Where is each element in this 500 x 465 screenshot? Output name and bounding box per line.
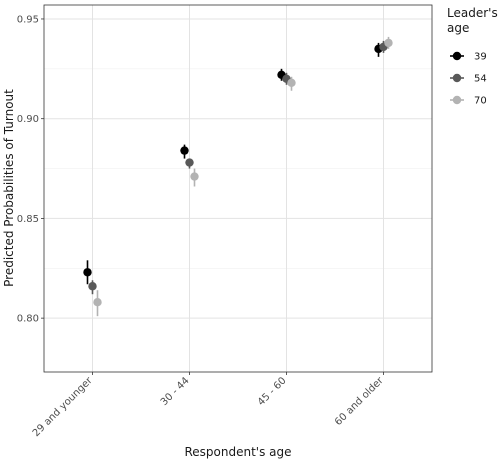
legend-label: 70 bbox=[474, 96, 487, 107]
x-tick-label: 45 - 60 bbox=[256, 375, 289, 408]
data-points bbox=[83, 38, 393, 307]
legend-key-point bbox=[452, 73, 462, 83]
data-point bbox=[287, 78, 296, 87]
data-point bbox=[83, 268, 92, 277]
data-point bbox=[190, 172, 199, 181]
data-point bbox=[384, 38, 393, 48]
x-tick-label: 29 and younger bbox=[31, 375, 95, 439]
grid-lines bbox=[44, 5, 432, 372]
data-point bbox=[88, 282, 97, 291]
y-tick-label: 0.80 bbox=[17, 314, 39, 325]
y-axis-title: Predicted Probabilities of Turnout bbox=[2, 89, 16, 287]
plot-border bbox=[43, 4, 433, 373]
legend-label: 39 bbox=[474, 52, 487, 63]
legend-key-point bbox=[452, 95, 462, 105]
data-point bbox=[93, 297, 102, 307]
x-axis-title: Respondent's age bbox=[184, 445, 291, 459]
x-tick-label: 60 and older bbox=[333, 375, 386, 428]
legend: Leader's age 39 54 70 bbox=[447, 6, 498, 107]
y-tick-label: 0.95 bbox=[17, 14, 39, 25]
data-point bbox=[180, 146, 189, 155]
y-tick-label: 0.85 bbox=[17, 214, 39, 225]
legend-key-point bbox=[452, 51, 462, 61]
data-point bbox=[185, 158, 194, 167]
legend-title: Leader's age bbox=[447, 6, 498, 35]
legend-label: 54 bbox=[474, 74, 487, 85]
y-tick-label: 0.90 bbox=[17, 114, 39, 125]
plot-panel bbox=[44, 5, 432, 372]
x-tick-label: 30 - 44 bbox=[159, 375, 192, 408]
